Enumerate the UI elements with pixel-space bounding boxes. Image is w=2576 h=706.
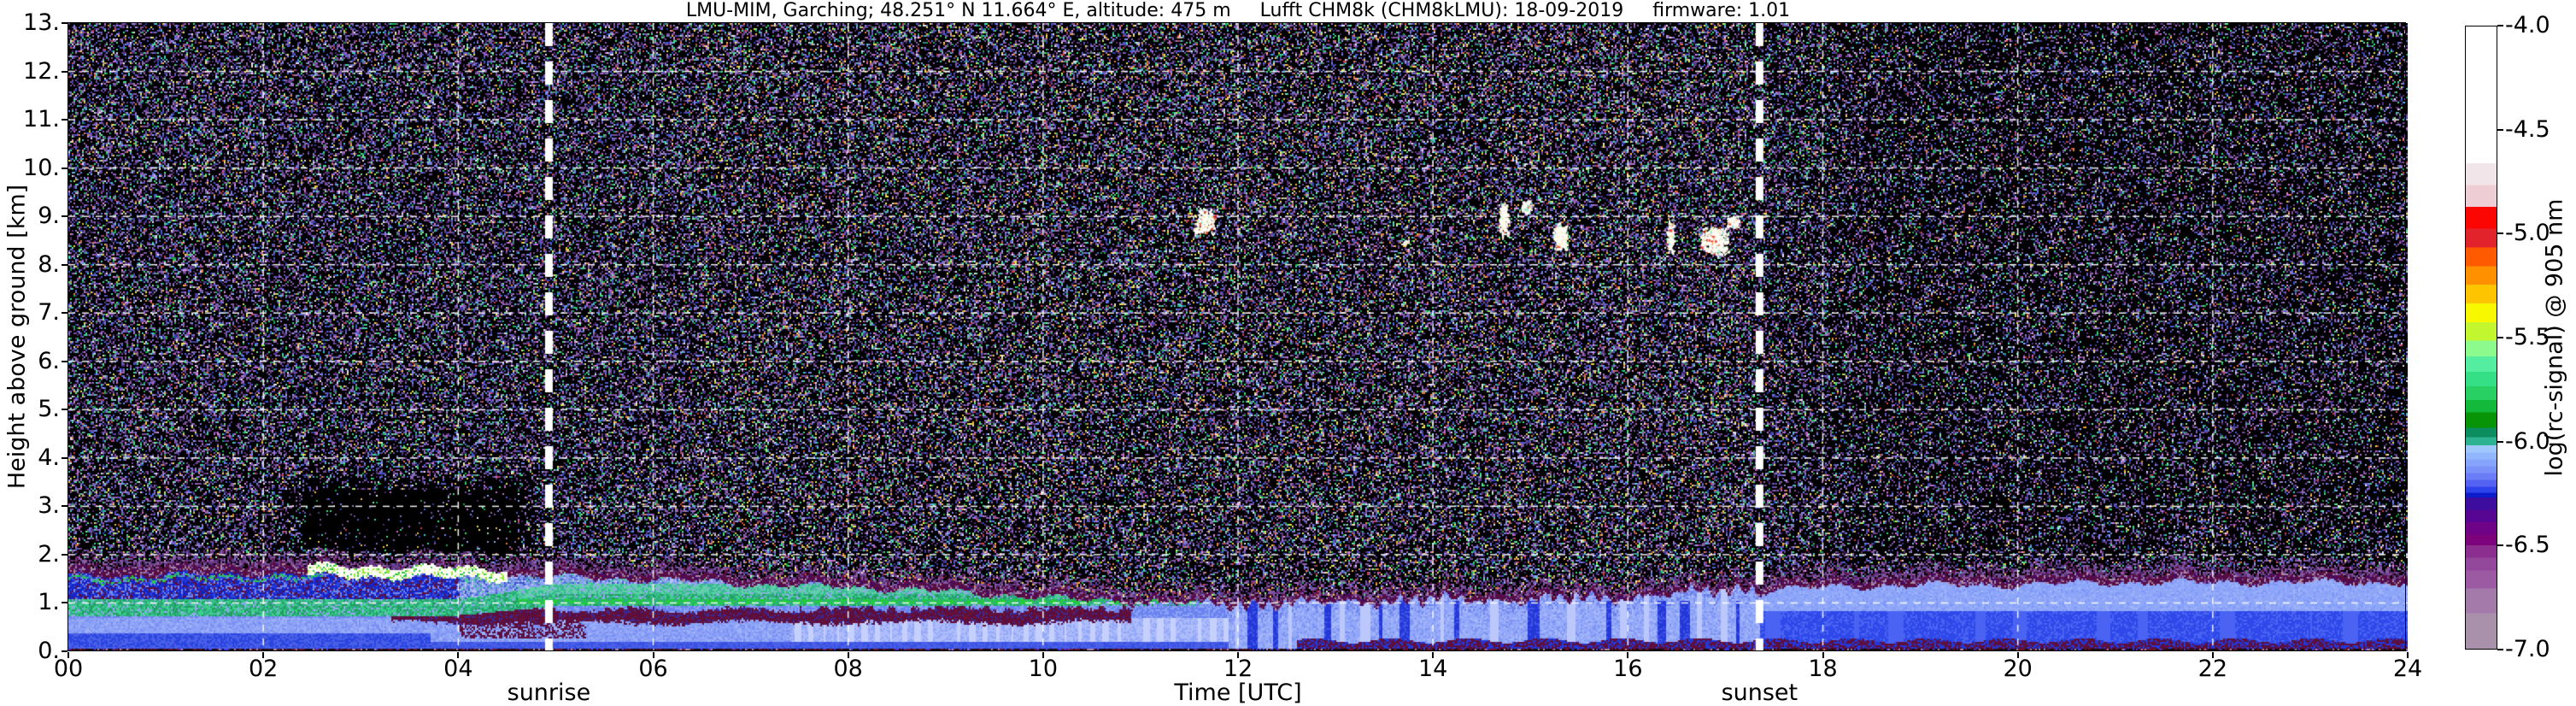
y-tick-label: 10. — [0, 156, 60, 180]
x-tick-label: 04 — [443, 656, 472, 682]
x-tick-label: 22 — [2198, 656, 2227, 682]
x-tick-label: 20 — [2003, 656, 2032, 682]
x-tick-label: 12 — [1223, 656, 1253, 682]
x-tick-label: 06 — [638, 656, 667, 682]
y-tick-mark — [62, 119, 67, 121]
y-tick-mark — [62, 168, 67, 169]
y-tick-mark — [62, 650, 67, 652]
y-tick-mark — [62, 71, 67, 73]
colorbar-tick-mark — [2497, 441, 2503, 443]
x-tick-label: 16 — [1613, 656, 1642, 682]
x-tick-label: 24 — [2393, 656, 2422, 682]
y-tick-mark — [62, 215, 67, 217]
plot-title-site: LMU-MIM, Garching; 48.251° N 11.664° E, … — [686, 1, 1231, 21]
colorbar-tick-label: -4.0 — [2505, 13, 2550, 38]
x-tick-label: 08 — [833, 656, 862, 682]
x-tick-label: 02 — [249, 656, 278, 682]
colorbar-tick-mark — [2497, 232, 2503, 234]
colorbar-tick-label: -4.5 — [2505, 117, 2550, 143]
y-tick-mark — [62, 602, 67, 603]
y-tick-label: 12. — [0, 60, 60, 84]
colorbar — [2465, 26, 2497, 650]
x-axis-label: Time [UTC] — [1174, 680, 1301, 706]
y-tick-mark — [62, 554, 67, 556]
y-tick-mark — [62, 312, 67, 314]
y-axis-label: Height above ground [km] — [4, 185, 31, 489]
colorbar-label: log(rc-signal) @ 905 nm — [2542, 199, 2568, 477]
y-tick-label: 1. — [0, 591, 60, 615]
y-tick-mark — [62, 264, 67, 266]
x-tick-label: 14 — [1418, 656, 1447, 682]
sunrise-annotation: sunrise — [508, 680, 591, 706]
y-tick-label: 0. — [0, 639, 60, 663]
y-tick-label: 2. — [0, 543, 60, 567]
y-tick-mark — [62, 361, 67, 362]
colorbar-tick-mark — [2497, 129, 2503, 131]
plot-title-firmware: firmware: 1.01 — [1652, 1, 1790, 21]
x-tick-label: 10 — [1029, 656, 1058, 682]
ceilometer-figure: LMU-MIM, Garching; 48.251° N 11.664° E, … — [0, 0, 2576, 706]
y-tick-mark — [62, 457, 67, 459]
colorbar-tick-mark — [2497, 25, 2503, 26]
y-tick-label: 13. — [0, 11, 60, 35]
y-tick-label: 11. — [0, 108, 60, 132]
plot-title-instrument: Lufft CHM8k (CHM8kLMU): 18-09-2019 — [1260, 1, 1624, 21]
backscatter-heatmap — [68, 23, 2408, 651]
y-tick-mark — [62, 505, 67, 507]
colorbar-tick-mark — [2497, 544, 2503, 546]
plot-title: LMU-MIM, Garching; 48.251° N 11.664° E, … — [686, 1, 1790, 21]
x-tick-label: 18 — [1808, 656, 1837, 682]
y-tick-mark — [62, 22, 67, 24]
y-tick-label: 3. — [0, 494, 60, 518]
sunset-annotation: sunset — [1722, 680, 1799, 706]
colorbar-tick-label: -6.5 — [2505, 532, 2550, 558]
colorbar-tick-label: -7.0 — [2505, 637, 2550, 662]
colorbar-tick-mark — [2497, 337, 2503, 338]
colorbar-tick-mark — [2497, 649, 2503, 650]
y-tick-mark — [62, 409, 67, 410]
